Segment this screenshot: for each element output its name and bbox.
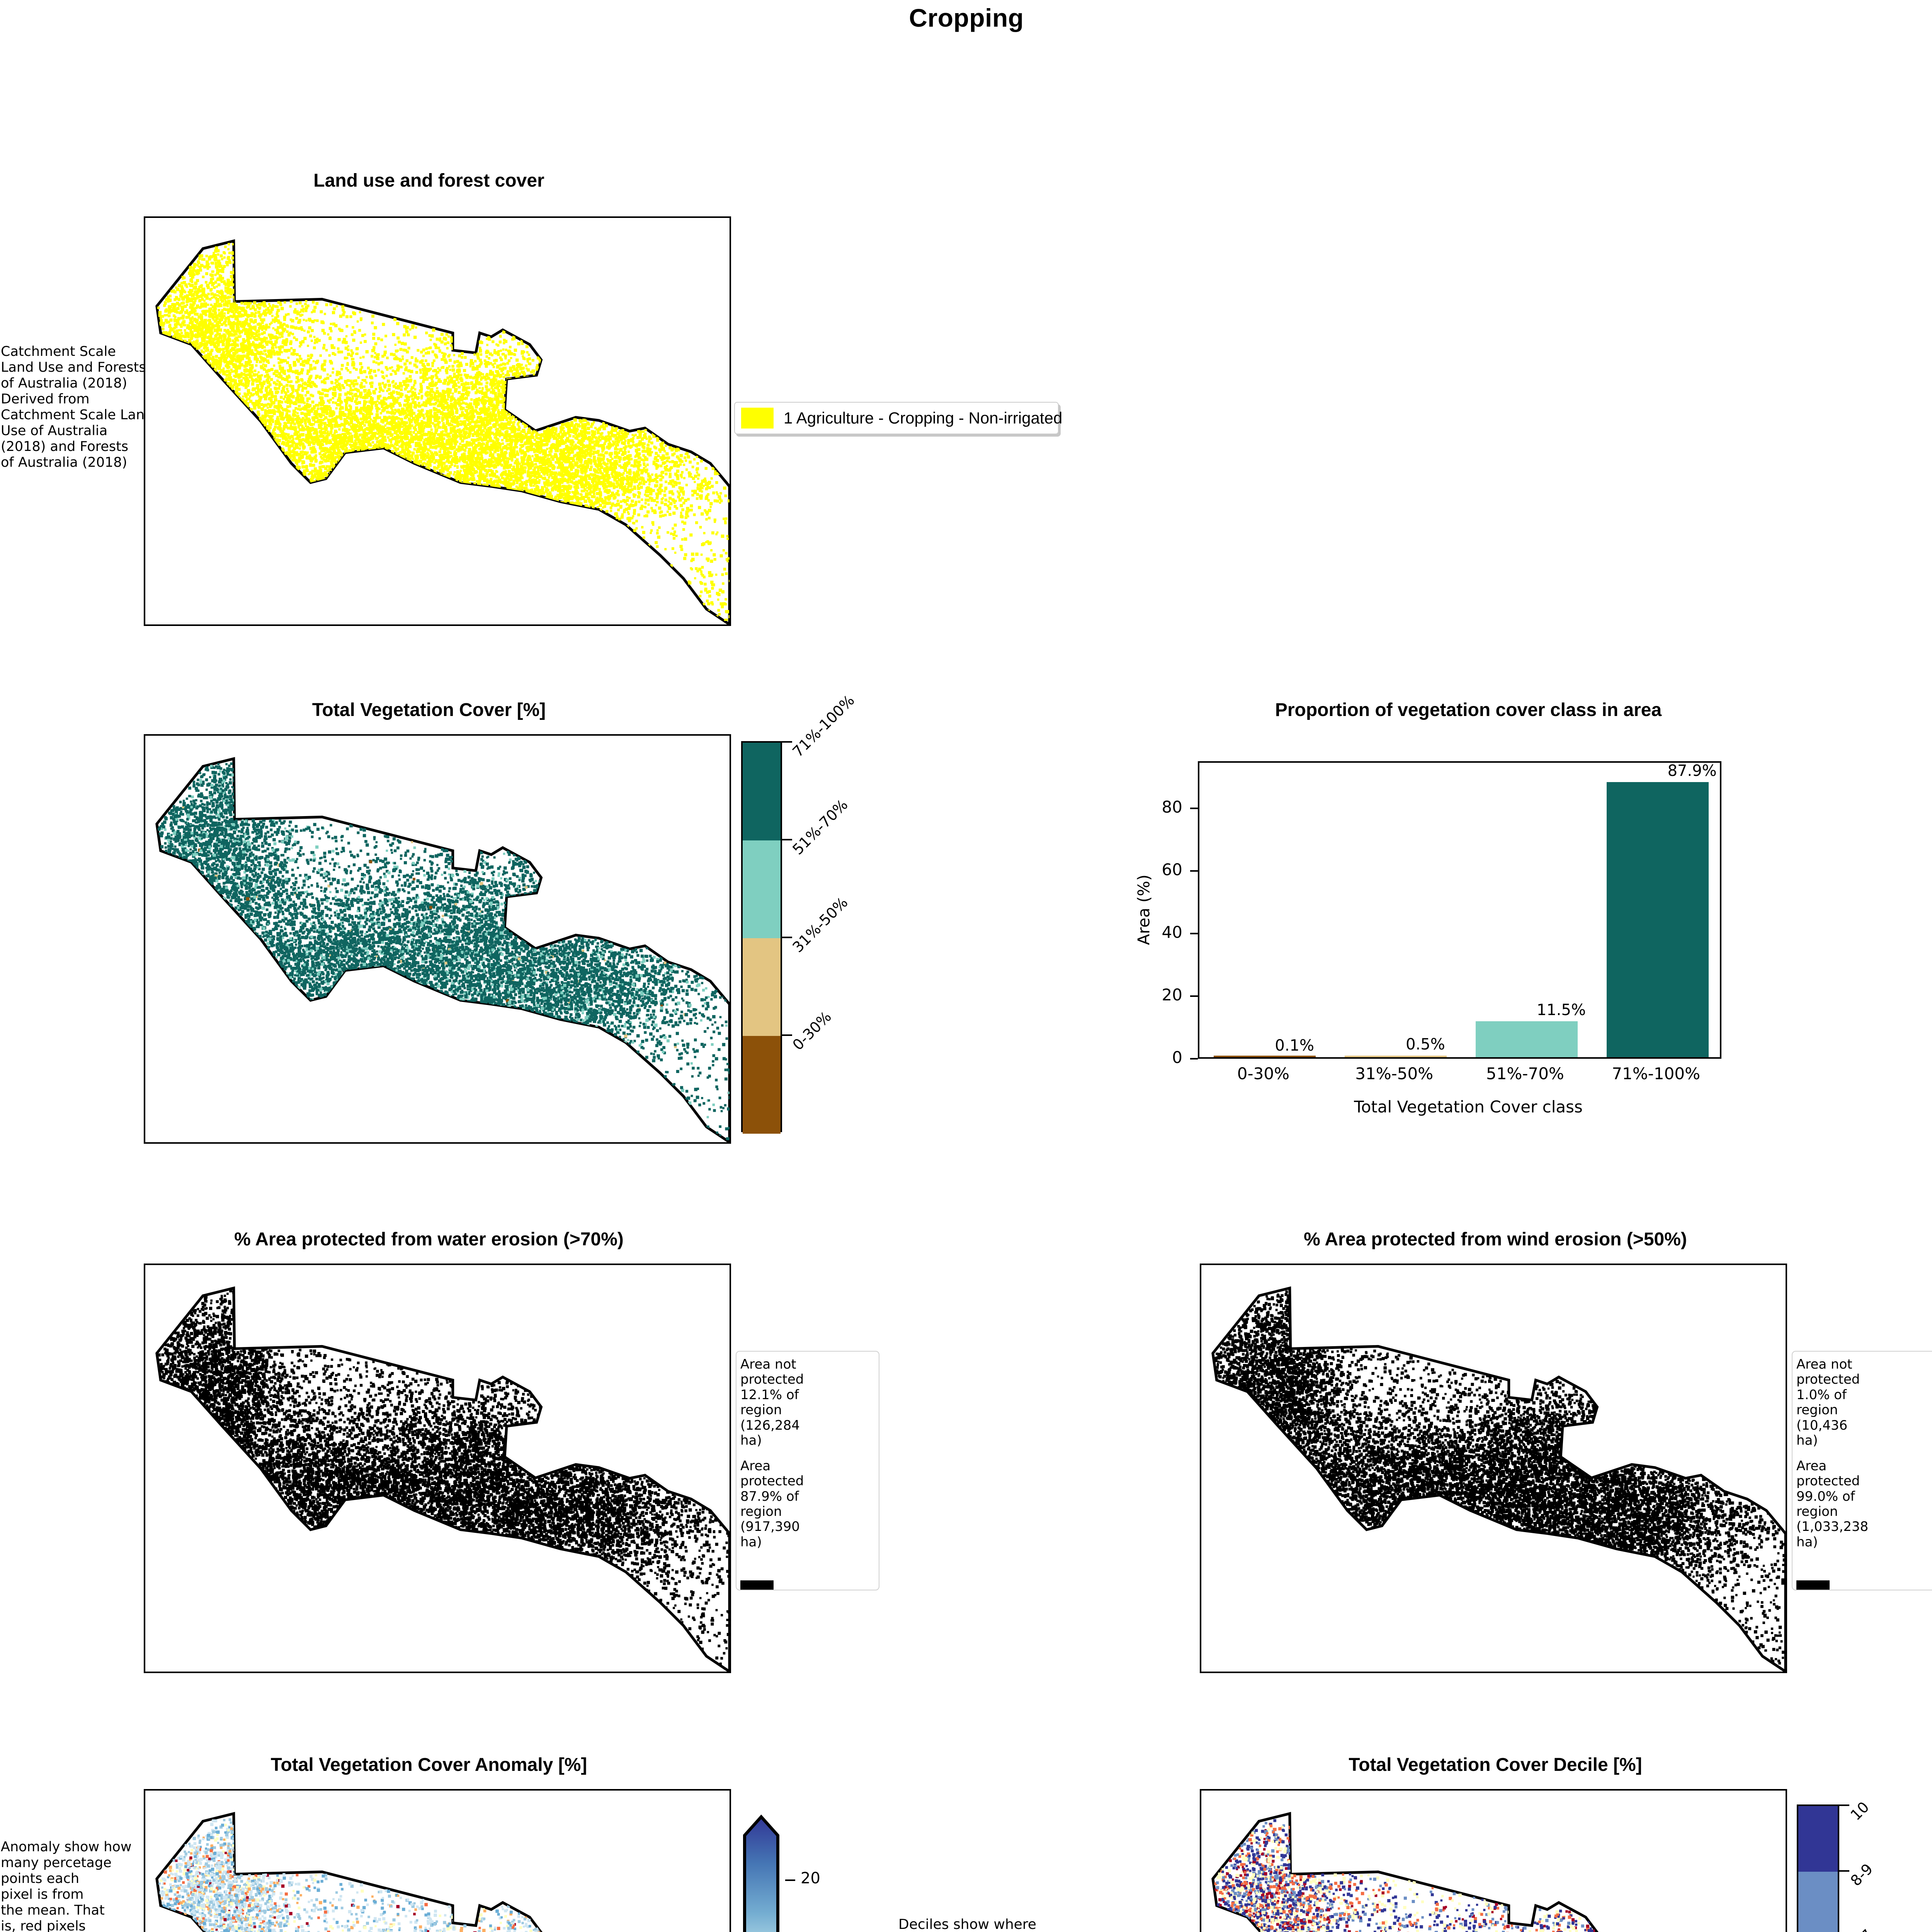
cbar-band-51-70 xyxy=(743,840,781,938)
bar-data-label-1: 0.5% xyxy=(1406,1036,1445,1053)
cbar-label-dec-8-9: 8-9 xyxy=(1847,1861,1876,1889)
map-decile[interactable] xyxy=(1200,1789,1787,1932)
colorbar-vegetation-cover xyxy=(741,741,782,1134)
chart-title: Proportion of vegetation cover class in … xyxy=(1121,699,1816,721)
panel-title-land-use: Land use and forest cover xyxy=(128,170,730,191)
y-tick-mark-3 xyxy=(1190,870,1198,872)
map-anomaly[interactable] xyxy=(144,1789,731,1932)
bar-1 xyxy=(1345,1055,1447,1057)
x-tick-label-2: 51%-70% xyxy=(1460,1064,1591,1083)
legend-swatch-protected xyxy=(740,1580,774,1590)
legend-row-protected: Area protected 87.9% of region (917,390 … xyxy=(740,1458,875,1590)
cbar-tick-dec-8-9 xyxy=(1839,1870,1849,1872)
cbar-band-71-100 xyxy=(743,743,781,840)
cbar-label-veg-1: 31%-50% xyxy=(789,894,851,956)
y-tick-label-1: 20 xyxy=(1140,985,1182,1004)
y-tick-label-3: 60 xyxy=(1140,860,1182,879)
x-tick-label-0: 0-30% xyxy=(1198,1064,1329,1083)
cbar-label-veg-2: 51%-70% xyxy=(789,796,851,858)
cbar-tick-veg-1 xyxy=(782,1034,792,1036)
cbar-tick-dec-10 xyxy=(1839,1804,1849,1806)
anomaly-explanation-note: Anomaly show how many percetage points e… xyxy=(1,1839,153,1932)
y-tick-mark-4 xyxy=(1190,807,1198,809)
map-wind-erosion-canvas xyxy=(1201,1265,1786,1672)
y-tick-label-2: 40 xyxy=(1140,923,1182,942)
chart-y-axis-label: Area (%) xyxy=(1134,852,1153,968)
y-tick-mark-2 xyxy=(1190,932,1198,934)
y-tick-label-0: 0 xyxy=(1140,1048,1182,1067)
cbar-tick-veg-3 xyxy=(782,839,792,840)
y-tick-mark-1 xyxy=(1190,995,1198,997)
panel-title-anomaly: Total Vegetation Cover Anomaly [%] xyxy=(128,1754,730,1776)
legend-swatch-protected xyxy=(1796,1580,1830,1590)
decile-explanation-note: Deciles show where the pixel value lies … xyxy=(898,1917,1061,1932)
legend-text-protected: Area protected 87.9% of region (917,390 … xyxy=(740,1458,804,1550)
legend-label-cropping: 1 Agriculture - Cropping - Non-irrigated xyxy=(784,409,1062,427)
map-total-vegetation-cover-canvas xyxy=(145,736,730,1142)
map-land-use-canvas xyxy=(145,218,730,624)
colorbar-decile xyxy=(1797,1804,1839,1932)
legend-text-not-protected: Area not protected 12.1% of region (126,… xyxy=(740,1357,804,1449)
bar-data-label-0: 0.1% xyxy=(1275,1037,1314,1054)
x-tick-label-3: 71%-100% xyxy=(1590,1064,1721,1083)
map-decile-canvas xyxy=(1201,1791,1786,1932)
legend-text-not-protected: Area not protected 1.0% of region (10,43… xyxy=(1796,1357,1860,1449)
panel-title-wind-erosion: % Area protected from wind erosion (>50%… xyxy=(1194,1229,1797,1250)
bar-2 xyxy=(1475,1021,1578,1057)
chart-plot-area xyxy=(1198,761,1721,1059)
cbar-label-veg-0: 0-30% xyxy=(789,1008,835,1054)
page-title: Cropping xyxy=(0,3,1932,32)
bar-data-label-3: 87.9% xyxy=(1668,762,1717,780)
legend-swatch-cropping xyxy=(741,408,774,429)
cbar-tick-veg-4 xyxy=(782,741,792,743)
cbar-label-dec-10: 10 xyxy=(1847,1798,1872,1823)
cbar-tick-anom-20 xyxy=(785,1879,795,1881)
map-wind-erosion[interactable] xyxy=(1200,1264,1787,1673)
legend-row-not-protected: Area not protected 12.1% of region (126,… xyxy=(740,1357,875,1590)
bar-3 xyxy=(1606,782,1709,1057)
y-tick-label-4: 80 xyxy=(1140,798,1182,816)
map-water-erosion[interactable] xyxy=(144,1264,731,1673)
legend-row-protected: Area protected 99.0% of region (1,033,23… xyxy=(1796,1458,1931,1590)
chart-x-axis-label: Total Vegetation Cover class xyxy=(1121,1097,1816,1116)
cbar-label-veg-3: 71%-100% xyxy=(789,692,857,760)
cbar-band-31-50 xyxy=(743,938,781,1036)
map-anomaly-canvas xyxy=(145,1791,730,1932)
x-tick-label-1: 31%-50% xyxy=(1329,1064,1460,1083)
bar-0 xyxy=(1214,1056,1316,1057)
cbar-label-dec-4-7: 4-7 xyxy=(1847,1926,1876,1932)
cbar-band-dec-8-9 xyxy=(1798,1872,1838,1932)
cbar-band-0-30 xyxy=(743,1036,781,1134)
wind-erosion-legend: Area not protected 1.0% of region (10,43… xyxy=(1792,1351,1932,1590)
colorbar-anomaly xyxy=(743,1815,779,1932)
legend-row-not-protected: Area not protected 1.0% of region (10,43… xyxy=(1796,1357,1931,1590)
cbar-label-anom-20: 20 xyxy=(801,1869,820,1887)
land-use-legend: 1 Agriculture - Cropping - Non-irrigated xyxy=(734,402,1062,434)
cbar-band-dec-10 xyxy=(1798,1806,1838,1872)
panel-title-decile: Total Vegetation Cover Decile [%] xyxy=(1194,1754,1797,1776)
panel-title-water-erosion: % Area protected from water erosion (>70… xyxy=(128,1229,730,1250)
map-land-use[interactable] xyxy=(144,216,731,626)
panel-title-total-vegetation-cover: Total Vegetation Cover [%] xyxy=(128,699,730,721)
legend-text-protected: Area protected 99.0% of region (1,033,23… xyxy=(1796,1458,1868,1550)
cbar-tick-veg-2 xyxy=(782,937,792,938)
bar-data-label-2: 11.5% xyxy=(1537,1001,1586,1019)
y-tick-mark-0 xyxy=(1190,1058,1198,1060)
chart-proportion-of-vegetation-cover-class: Proportion of vegetation cover class in … xyxy=(1121,699,1816,1202)
land-use-source-note: Catchment Scale Land Use and Forests of … xyxy=(1,344,155,471)
water-erosion-legend: Area not protected 12.1% of region (126,… xyxy=(736,1351,879,1590)
map-water-erosion-canvas xyxy=(145,1265,730,1672)
map-total-vegetation-cover[interactable] xyxy=(144,734,731,1144)
